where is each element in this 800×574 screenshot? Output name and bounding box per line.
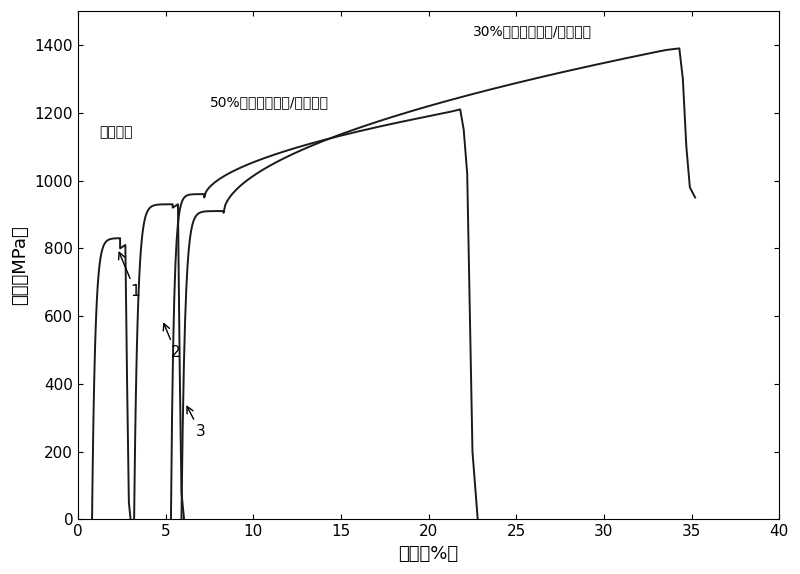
X-axis label: 应变（%）: 应变（%）	[398, 545, 458, 563]
Text: 2: 2	[163, 324, 181, 360]
Text: 1: 1	[118, 253, 140, 299]
Y-axis label: 应力（MPa）: 应力（MPa）	[11, 226, 29, 305]
Text: 50%孔隙度多孔钓/镁基非晶: 50%孔隙度多孔钓/镁基非晶	[210, 95, 329, 109]
Text: 3: 3	[187, 406, 206, 440]
Text: 30%孔隙度多孔钓/镁基非晶: 30%孔隙度多孔钓/镁基非晶	[473, 24, 591, 38]
Text: 镁基非晶: 镁基非晶	[99, 126, 133, 139]
